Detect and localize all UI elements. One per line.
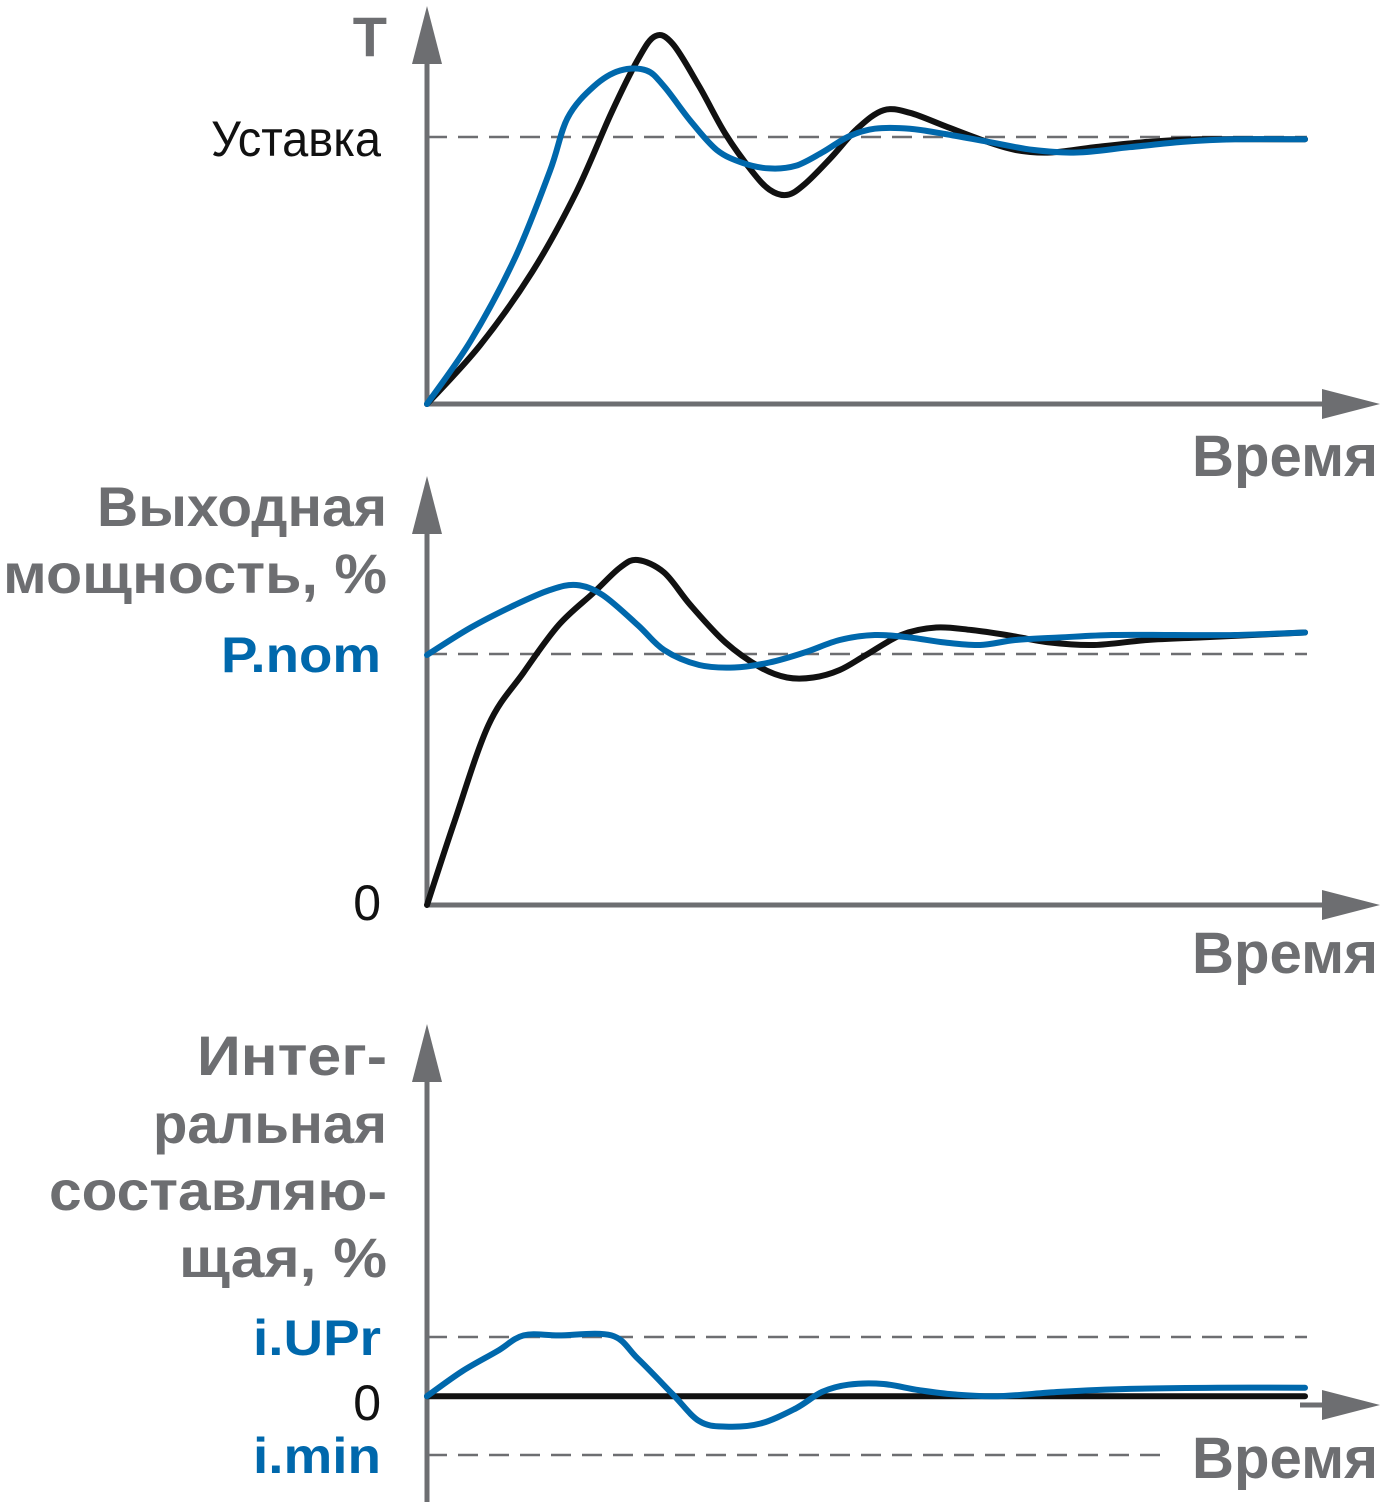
blue-series-line [424, 65, 1308, 407]
y-axis-arrow [412, 476, 442, 534]
zero-label: 0 [353, 1375, 381, 1431]
iupr-label: i.UPr [253, 1310, 381, 1366]
x-axis-label: Время [1192, 921, 1378, 986]
y-axis-label-line1: Выходная [97, 475, 387, 538]
x-axis-arrow [1322, 890, 1380, 920]
black-series-line [424, 32, 1308, 407]
curves [424, 1330, 1308, 1430]
zero-label: 0 [353, 875, 381, 931]
setpoint-label: Уставка [211, 111, 381, 167]
curves [424, 32, 1308, 407]
blue-series-line [424, 1330, 1308, 1430]
curves [424, 556, 1308, 908]
x-axis-label: Время [1192, 424, 1378, 489]
black-series-line [424, 556, 1308, 908]
y-axis-label-line1: Интег- [197, 1024, 387, 1087]
panel-output-power: Выходная мощность, % P.nom 0 Время [3, 475, 1380, 986]
y-axis-label-line4: щая, % [179, 1226, 387, 1289]
x-axis-arrow [1322, 389, 1380, 419]
y-axis-label-line3: составляю- [49, 1159, 387, 1222]
x-axis-label: Время [1192, 1426, 1378, 1491]
y-axis-label: T [353, 5, 387, 68]
y-axis-arrow [412, 6, 442, 64]
y-axis-arrow [412, 1024, 442, 1082]
panel-temperature: T Уставка Время [211, 5, 1380, 489]
x-axis-arrow [1322, 1390, 1380, 1420]
blue-series-line [424, 581, 1308, 671]
imin-label: i.min [253, 1428, 381, 1484]
panel-integral-component: Интег- ральная составляю- щая, % i.UPr 0… [49, 1024, 1380, 1502]
pnom-label: P.nom [221, 627, 381, 683]
y-axis-label-line2: ральная [153, 1092, 387, 1155]
y-axis-label-line2: мощность, % [3, 542, 387, 605]
